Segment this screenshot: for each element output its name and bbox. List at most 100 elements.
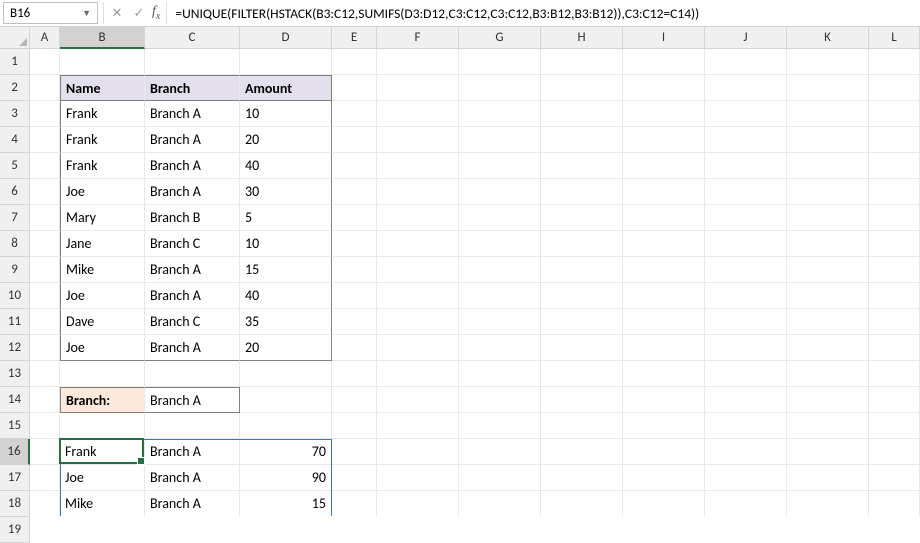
cell[interactable]	[377, 153, 459, 179]
cell[interactable]	[459, 49, 541, 75]
table-cell-amount[interactable]: 10	[240, 231, 332, 257]
row-header-2[interactable]: 2	[0, 75, 30, 101]
table-cell-amount[interactable]: 10	[240, 101, 332, 127]
cell[interactable]	[240, 49, 332, 75]
cell[interactable]	[705, 309, 787, 335]
cell[interactable]	[705, 257, 787, 283]
table-cell-name[interactable]: Jane	[60, 231, 145, 257]
cell[interactable]	[541, 413, 623, 439]
row-header-19[interactable]: 19	[0, 517, 30, 543]
cell[interactable]	[705, 179, 787, 205]
cell[interactable]	[332, 179, 377, 205]
table-cell-name[interactable]: Mike	[60, 257, 145, 283]
cell[interactable]	[332, 75, 377, 101]
cell[interactable]	[787, 491, 869, 516]
cell[interactable]	[869, 49, 920, 75]
cell[interactable]	[623, 361, 705, 387]
cell[interactable]	[30, 309, 60, 335]
cell[interactable]	[869, 309, 920, 335]
table-cell-branch[interactable]: Branch A	[145, 153, 240, 179]
cell[interactable]	[541, 231, 623, 257]
cell[interactable]	[869, 283, 920, 309]
cell[interactable]	[787, 257, 869, 283]
cell[interactable]	[377, 335, 459, 361]
table-cell-amount[interactable]: 40	[240, 283, 332, 309]
result-amount[interactable]: 15	[240, 491, 332, 516]
cell[interactable]	[623, 101, 705, 127]
cell[interactable]	[623, 335, 705, 361]
cell[interactable]	[60, 361, 145, 387]
cell[interactable]	[705, 465, 787, 491]
cell[interactable]	[30, 283, 60, 309]
cell[interactable]	[459, 127, 541, 153]
cell[interactable]	[459, 153, 541, 179]
cell[interactable]	[332, 387, 377, 413]
table-cell-amount[interactable]: 5	[240, 205, 332, 231]
cell[interactable]	[787, 439, 869, 465]
cell[interactable]	[30, 127, 60, 153]
cell[interactable]	[377, 439, 459, 465]
cell[interactable]	[541, 49, 623, 75]
cell[interactable]	[30, 101, 60, 127]
cell[interactable]	[787, 127, 869, 153]
cell[interactable]	[377, 491, 459, 516]
cell[interactable]	[623, 179, 705, 205]
cell[interactable]	[377, 49, 459, 75]
cell[interactable]	[623, 257, 705, 283]
cell[interactable]	[145, 361, 240, 387]
cell[interactable]	[332, 205, 377, 231]
row-header-17[interactable]: 17	[0, 465, 30, 491]
table-cell-branch[interactable]: Branch B	[145, 205, 240, 231]
cell[interactable]	[377, 257, 459, 283]
cell[interactable]	[623, 49, 705, 75]
cell[interactable]	[705, 491, 787, 516]
cell[interactable]	[332, 283, 377, 309]
cell[interactable]	[869, 465, 920, 491]
table-cell-name[interactable]: Mary	[60, 205, 145, 231]
cell[interactable]	[623, 465, 705, 491]
cell[interactable]	[869, 153, 920, 179]
cell[interactable]	[332, 413, 377, 439]
cell[interactable]	[787, 49, 869, 75]
cell[interactable]	[705, 335, 787, 361]
cell[interactable]	[30, 335, 60, 361]
cell[interactable]	[30, 75, 60, 101]
cell[interactable]	[332, 335, 377, 361]
table-cell-branch[interactable]: Branch A	[145, 179, 240, 205]
cell[interactable]	[869, 205, 920, 231]
cell[interactable]	[623, 205, 705, 231]
cell[interactable]	[30, 257, 60, 283]
cell[interactable]	[787, 387, 869, 413]
col-header-J[interactable]: J	[705, 27, 787, 49]
cell[interactable]	[869, 413, 920, 439]
cell[interactable]	[541, 465, 623, 491]
row-header-6[interactable]: 6	[0, 179, 30, 205]
cell[interactable]	[623, 309, 705, 335]
cell[interactable]	[869, 127, 920, 153]
cell[interactable]	[541, 101, 623, 127]
cell[interactable]	[459, 413, 541, 439]
cell[interactable]	[60, 49, 145, 75]
col-header-D[interactable]: D	[240, 27, 332, 49]
cell[interactable]	[787, 283, 869, 309]
table-cell-name[interactable]: Joe	[60, 179, 145, 205]
cells-area[interactable]: NameBranchAmountFrankBranch A10FrankBran…	[30, 49, 920, 516]
cell[interactable]	[377, 283, 459, 309]
result-amount[interactable]: 70	[240, 439, 332, 465]
row-header-13[interactable]: 13	[0, 361, 30, 387]
row-header-12[interactable]: 12	[0, 335, 30, 361]
cell[interactable]	[787, 309, 869, 335]
cell[interactable]	[869, 335, 920, 361]
cell[interactable]	[459, 439, 541, 465]
cell[interactable]	[377, 101, 459, 127]
table-cell-branch[interactable]: Branch A	[145, 335, 240, 361]
result-name[interactable]: Frank	[60, 439, 145, 465]
cell[interactable]	[869, 75, 920, 101]
table-cell-name[interactable]: Dave	[60, 309, 145, 335]
row-header-4[interactable]: 4	[0, 127, 30, 153]
table-cell-amount[interactable]: 35	[240, 309, 332, 335]
cell[interactable]	[541, 491, 623, 516]
branch-label[interactable]: Branch:	[60, 387, 145, 413]
cell[interactable]	[869, 257, 920, 283]
formula-input[interactable]: =UNIQUE(FILTER(HSTACK(B3:C12,SUMIFS(D3:D…	[169, 2, 920, 24]
